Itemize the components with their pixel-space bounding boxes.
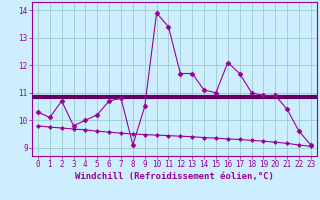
X-axis label: Windchill (Refroidissement éolien,°C): Windchill (Refroidissement éolien,°C) xyxy=(75,172,274,181)
